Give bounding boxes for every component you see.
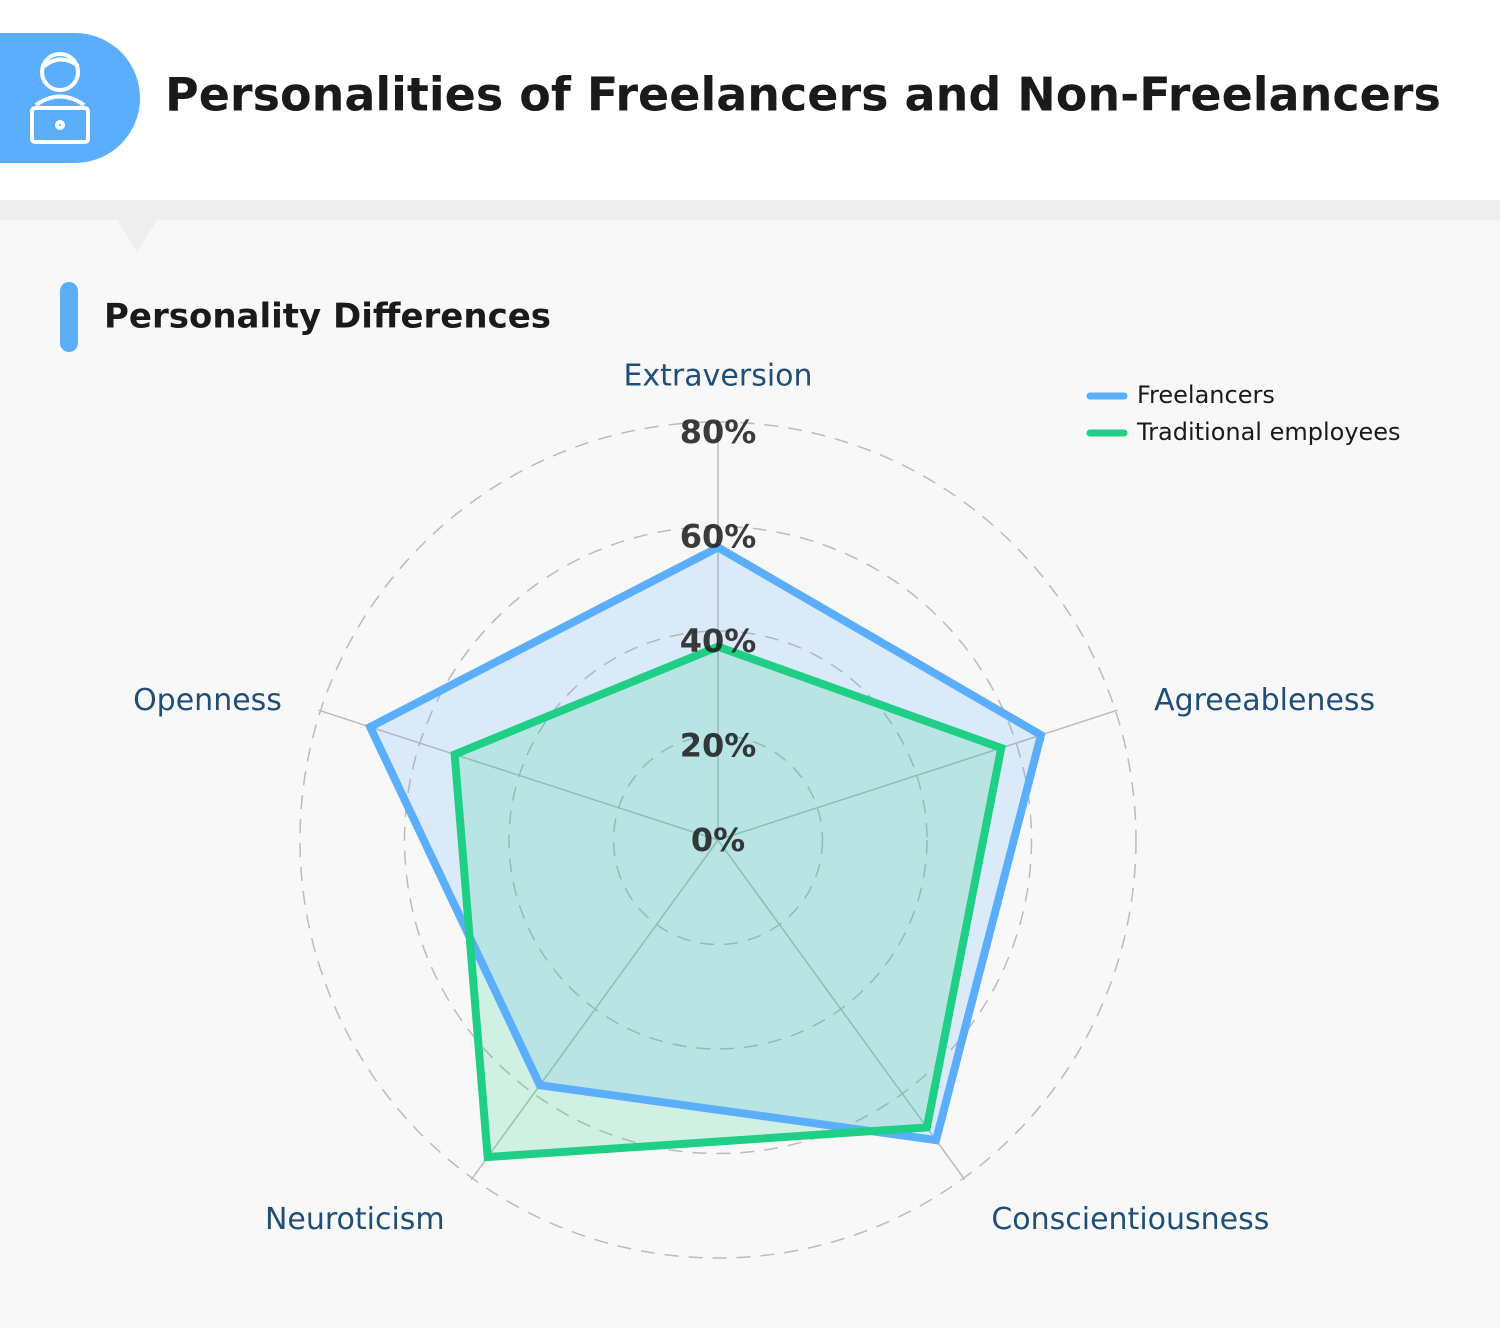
- category-label: Conscientiousness: [991, 1202, 1269, 1237]
- axis-line: [318, 709, 719, 841]
- category-label: Agreeableness: [1154, 683, 1375, 718]
- legend-label: Traditional employees: [1136, 418, 1401, 446]
- r-tick-label: 20%: [680, 727, 757, 765]
- series-area: [370, 547, 1042, 1141]
- category-label: Neuroticism: [265, 1202, 445, 1237]
- category-label: Extraversion: [623, 359, 812, 394]
- r-tick-label: 40%: [680, 622, 757, 660]
- series-area: [454, 646, 1002, 1158]
- r-tick-label: 80%: [680, 413, 757, 451]
- section-marker: [60, 282, 78, 352]
- notch: [105, 200, 170, 252]
- page-title: Personalities of Freelancers and Non-Fre…: [165, 68, 1441, 122]
- r-tick-label: 0%: [691, 821, 745, 859]
- axis-line: [470, 839, 719, 1181]
- series-line: [364, 542, 1046, 1145]
- category-label: Openness: [133, 683, 282, 718]
- axis-line: [717, 709, 1118, 841]
- legend: Freelancers Traditional employees: [1086, 381, 1401, 446]
- band: [0, 200, 1500, 220]
- chart-title: Personality Differences: [104, 297, 551, 337]
- user-icon: [30, 52, 90, 144]
- legend-label: Freelancers: [1137, 381, 1275, 409]
- series-line: [450, 642, 1006, 1162]
- r-tick-label: 60%: [680, 518, 757, 556]
